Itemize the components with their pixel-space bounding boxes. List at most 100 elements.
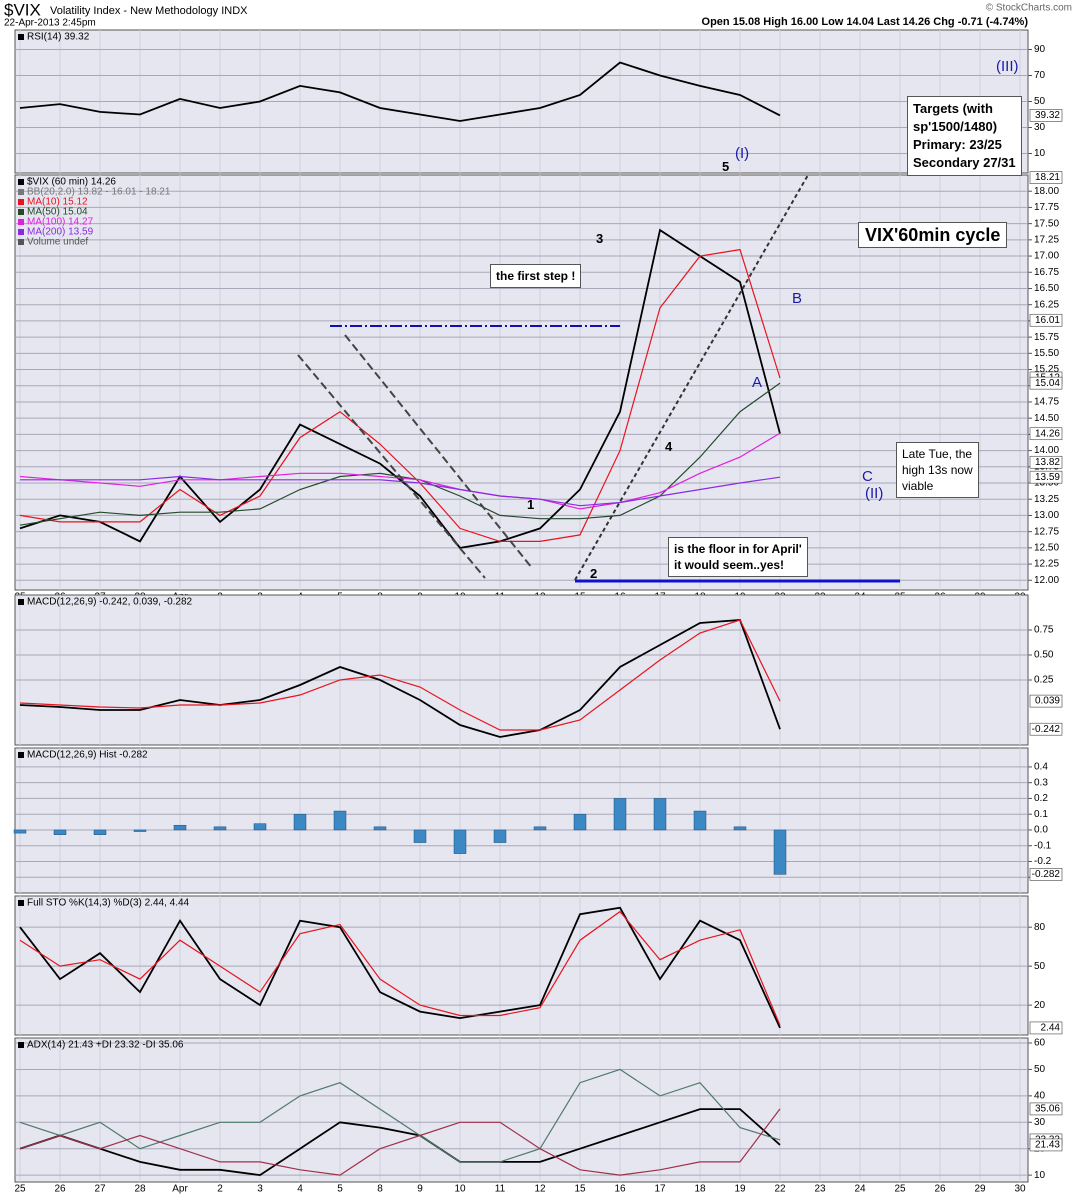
y-tick-label: 30 bbox=[1034, 1117, 1046, 1128]
legend-swatch bbox=[18, 599, 24, 605]
channel-line bbox=[344, 334, 533, 569]
legend-swatch bbox=[18, 229, 24, 235]
bar bbox=[773, 829, 787, 875]
y-tick-label: -0.1 bbox=[1034, 840, 1052, 851]
bar bbox=[653, 798, 667, 831]
y-tick-label: 17.00 bbox=[1034, 251, 1059, 262]
panel-background bbox=[14, 594, 1029, 746]
legend-swatch bbox=[18, 752, 24, 758]
x-tick-label: 22 bbox=[774, 1184, 786, 1195]
y-tick-label: 12.00 bbox=[1034, 575, 1059, 586]
symbol: $VIX bbox=[4, 0, 41, 19]
y-tick-label: 60 bbox=[1034, 1038, 1046, 1049]
y-tick-label: 0.50 bbox=[1034, 650, 1054, 661]
wave-label: A bbox=[752, 374, 763, 391]
bar bbox=[93, 829, 107, 835]
y-tick-label: 17.50 bbox=[1034, 218, 1059, 229]
x-tick-label: 25 bbox=[894, 1184, 906, 1195]
value-tag-label: 15.04 bbox=[1035, 378, 1060, 389]
value-tag-label: 0.039 bbox=[1035, 696, 1060, 707]
y-tick-label: 12.25 bbox=[1034, 559, 1059, 570]
legend-swatch bbox=[18, 199, 24, 205]
y-tick-label: 14.50 bbox=[1034, 413, 1059, 424]
y-tick-label: 50 bbox=[1034, 96, 1046, 107]
bar bbox=[493, 829, 507, 843]
value-tag-label: 13.82 bbox=[1035, 457, 1060, 468]
y-tick-label: 15.50 bbox=[1034, 348, 1059, 359]
wave-label: (I) bbox=[735, 145, 750, 162]
wave-label: 1 bbox=[527, 497, 535, 512]
bar bbox=[333, 810, 347, 831]
y-tick-label: 0.3 bbox=[1034, 777, 1048, 788]
value-tag bbox=[1029, 109, 1063, 122]
y-tick-label: 16.25 bbox=[1034, 299, 1059, 310]
series-line bbox=[19, 1068, 781, 1163]
y-tick-label: 0.4 bbox=[1034, 762, 1048, 773]
bar bbox=[213, 826, 227, 831]
legend-entry: ADX(14) 21.43 +DI 23.32 -DI 35.06 bbox=[27, 1040, 184, 1051]
legend-entry: $VIX (60 min) 14.26 bbox=[27, 177, 116, 188]
y-tick-label: 90 bbox=[1034, 44, 1046, 55]
y-tick-label: 40 bbox=[1034, 1091, 1046, 1102]
x-tick-label: 11 bbox=[495, 1184, 506, 1195]
series-line bbox=[19, 61, 781, 122]
legend-entry: MA(200) 13.59 bbox=[27, 227, 94, 238]
y-tick-label: 70 bbox=[1034, 70, 1046, 81]
y-tick-label: 0.25 bbox=[1034, 675, 1054, 686]
x-tick-label: 9 bbox=[417, 1184, 423, 1195]
wave-label: (II) bbox=[865, 485, 884, 502]
x-tick-label: 3 bbox=[257, 1184, 263, 1195]
value-tag bbox=[1029, 455, 1063, 469]
value-tag-label: 39.32 bbox=[1035, 110, 1060, 121]
bar bbox=[53, 829, 67, 835]
x-tick-label: 26 bbox=[54, 1184, 66, 1195]
x-tick-label: 24 bbox=[854, 1184, 866, 1195]
bar bbox=[13, 829, 27, 834]
legend-entry: MACD(12,26,9) -0.242, 0.039, -0.282 bbox=[27, 597, 193, 608]
y-tick-label: 80 bbox=[1034, 922, 1046, 933]
y-tick-label: 50 bbox=[1034, 961, 1046, 972]
series-line bbox=[20, 475, 781, 507]
value-tag bbox=[1029, 427, 1063, 441]
series-line bbox=[19, 248, 781, 542]
legend-swatch bbox=[18, 239, 24, 245]
legend-entry: MA(100) 14.27 bbox=[27, 217, 94, 228]
y-tick-label: 14.75 bbox=[1034, 397, 1059, 408]
panel-background bbox=[14, 895, 1029, 1036]
bar bbox=[373, 826, 387, 831]
series-line bbox=[19, 1108, 781, 1177]
value-tag bbox=[1029, 171, 1063, 184]
value-tag-label: 14.26 bbox=[1035, 428, 1060, 439]
y-tick-label: 30 bbox=[1034, 122, 1046, 133]
y-tick-label: 15.25 bbox=[1034, 364, 1059, 375]
value-tag-label: 16.01 bbox=[1035, 315, 1060, 326]
legend-entry: RSI(14) 39.32 bbox=[27, 32, 90, 43]
legend-swatch bbox=[18, 900, 24, 906]
bar bbox=[533, 826, 547, 831]
value-tag-label: 13.59 bbox=[1035, 472, 1060, 483]
y-tick-label: 15.75 bbox=[1034, 332, 1059, 343]
wave-label: 2 bbox=[590, 566, 598, 581]
value-tag bbox=[1029, 1102, 1063, 1116]
credit: © StockCharts.com bbox=[986, 3, 1072, 14]
x-tick-label: 26 bbox=[934, 1184, 946, 1195]
quote: Open 15.08 High 16.00 Low 14.04 Last 14.… bbox=[702, 16, 1029, 28]
x-tick-label: 16 bbox=[614, 1184, 626, 1195]
value-tag bbox=[1029, 722, 1063, 736]
x-tick-label: 27 bbox=[94, 1184, 106, 1195]
wave-label: 3 bbox=[596, 231, 604, 246]
x-tick-label: 25 bbox=[14, 1184, 26, 1195]
channel-line bbox=[297, 354, 486, 579]
bar bbox=[413, 829, 427, 843]
series-line bbox=[19, 619, 781, 738]
series-line bbox=[19, 906, 781, 1029]
bar bbox=[573, 813, 587, 831]
x-tick-label: 2 bbox=[217, 1184, 223, 1195]
y-tick-label: 17.25 bbox=[1034, 234, 1059, 245]
wave-label: 5 bbox=[722, 159, 730, 174]
y-tick-label: 17.75 bbox=[1034, 202, 1059, 213]
x-tick-label: 29 bbox=[974, 1184, 986, 1195]
y-tick-label: 10 bbox=[1034, 1170, 1046, 1181]
x-tick-label: 8 bbox=[377, 1184, 383, 1195]
